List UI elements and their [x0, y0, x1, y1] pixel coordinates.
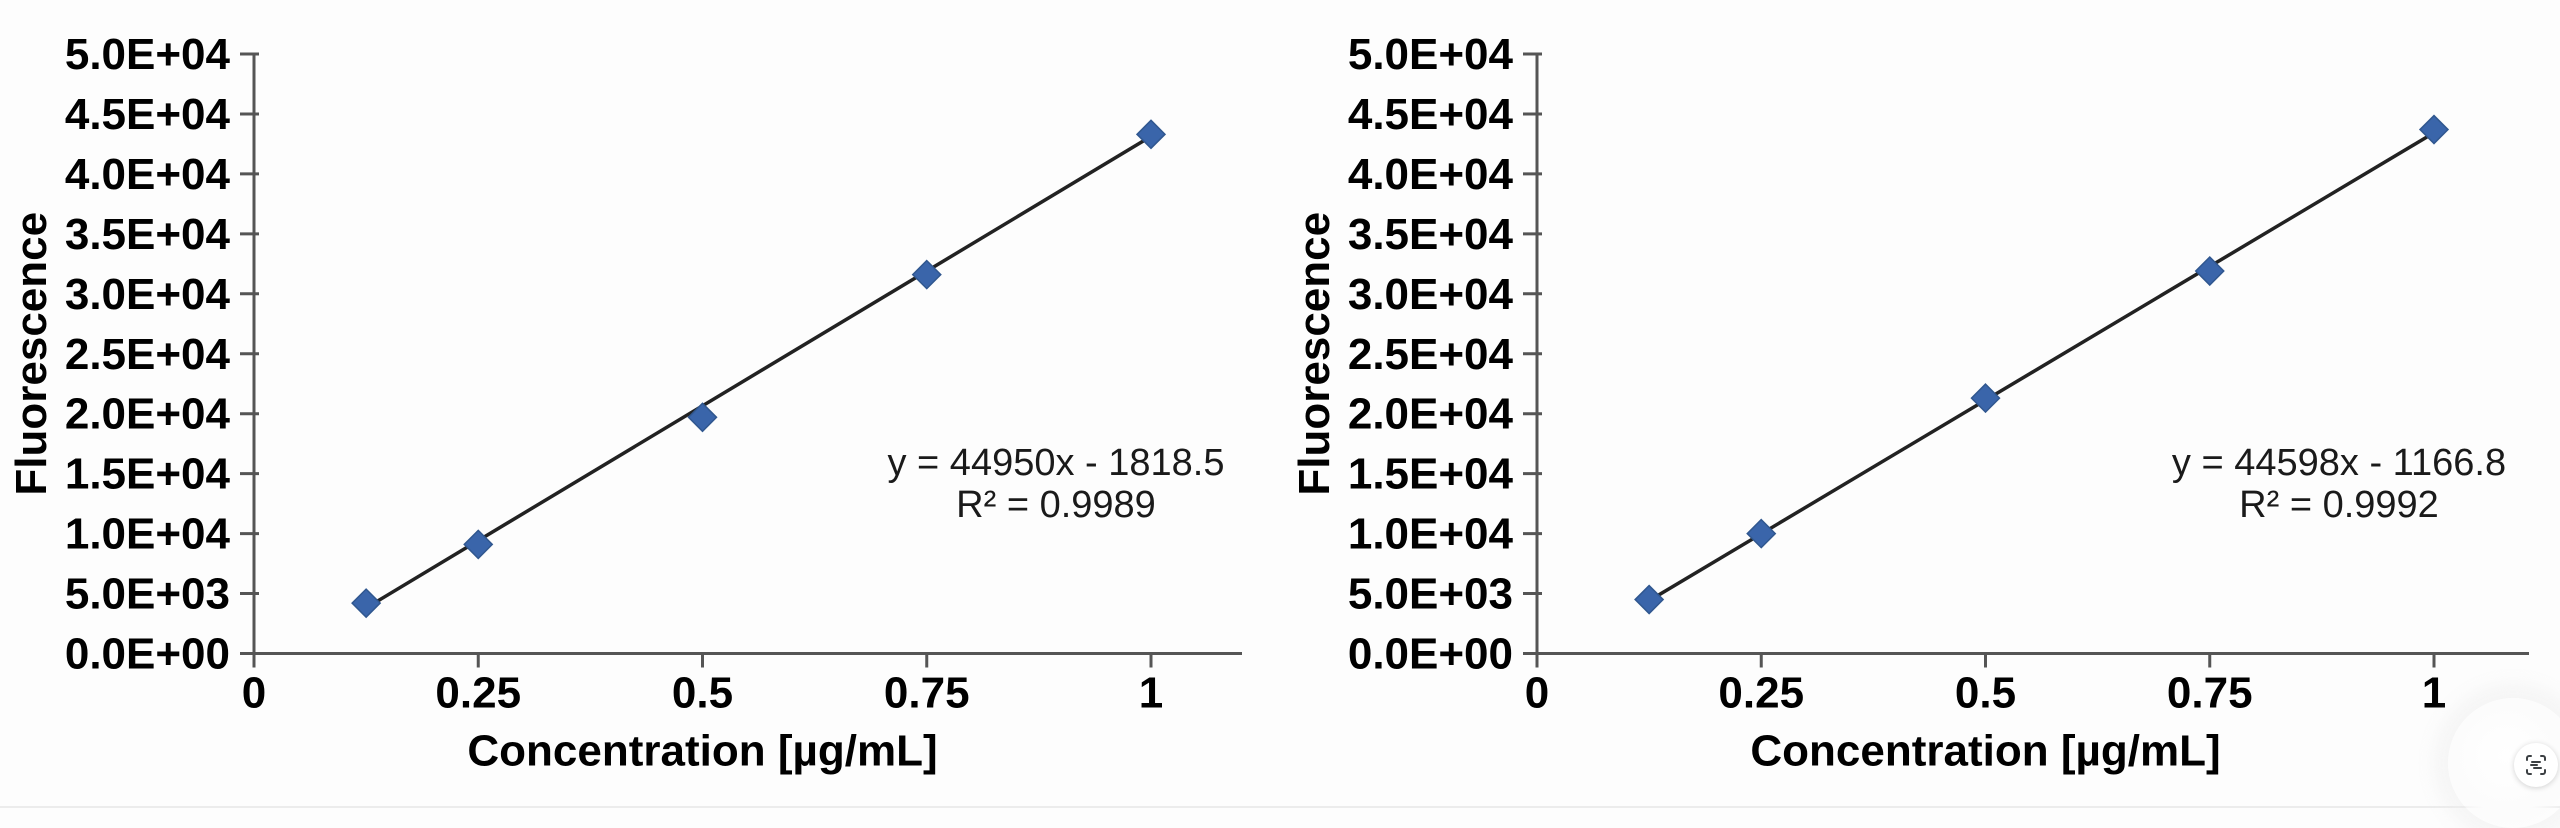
y-tick-label-left: 1.0E+04 [65, 510, 231, 559]
y-tick-label-right: 4.5E+04 [1348, 90, 1514, 139]
y-tick-label-right: 1.5E+04 [1348, 450, 1514, 499]
x-tick-label-left: 0.25 [435, 669, 521, 718]
x-tick-label-left: 1 [1139, 669, 1163, 718]
x-tick-label-right: 0.75 [2167, 669, 2253, 718]
x-tick-label-left: 0 [242, 669, 266, 718]
y-tick-label-left: 5.0E+03 [65, 570, 230, 619]
data-point-left [911, 259, 942, 290]
x-axis-title-left: Concentration [µg/mL] [467, 727, 937, 776]
y-tick-label-right: 2.0E+04 [1348, 390, 1514, 439]
x-tick-label-right: 1 [2422, 669, 2446, 718]
data-point-right [1970, 383, 2001, 414]
y-axis-title-right: Fluorescence [1290, 212, 1339, 496]
y-tick-label-left: 4.5E+04 [65, 90, 231, 139]
y-tick-label-right: 4.0E+04 [1348, 150, 1514, 199]
bottom-edge-divider [0, 806, 2560, 808]
x-tick-label-right: 0.25 [1718, 669, 1804, 718]
calibration-curves-figure: 0.0E+00 5.0E+03 1.0E+04 1.5E+04 2.0E+04 2.5E+… [7, 30, 2529, 776]
trendline-equation-left: y = 44950x - 1818.5 [888, 442, 1225, 484]
x-tick-label-right: 0 [1525, 669, 1549, 718]
data-point-left [1135, 119, 1167, 150]
y-tick-label-right: 0.0E+00 [1348, 630, 1513, 679]
x-tick-label-left: 0.5 [672, 669, 733, 718]
y-tick-label-left: 3.0E+04 [65, 270, 231, 319]
x-axis-title-right: Concentration [µg/mL] [1750, 727, 2220, 776]
text-scan-icon [2526, 755, 2546, 775]
data-point-right [2418, 114, 2450, 145]
x-tick-label-right: 0.5 [1955, 669, 2016, 718]
trendline-right [1648, 131, 2435, 603]
y-tick-label-left: 5.0E+04 [65, 30, 231, 79]
x-tick-label-left: 0.75 [884, 669, 970, 718]
text-scan-button[interactable] [2514, 743, 2558, 787]
data-point-left [463, 529, 494, 560]
y-axis-title-left: Fluorescence [7, 212, 56, 496]
y-tick-label-right: 5.0E+04 [1348, 30, 1514, 79]
trendline-equation-right: y = 44598x - 1166.8 [2172, 442, 2506, 484]
y-tick-label-left: 4.0E+04 [65, 150, 231, 199]
data-point-right [2194, 255, 2225, 287]
y-tick-label-left: 2.0E+04 [65, 390, 231, 439]
y-tick-label-left: 2.5E+04 [65, 330, 231, 379]
y-tick-label-right: 3.0E+04 [1348, 270, 1514, 319]
r-squared-label-right: R² = 0.9992 [2239, 484, 2439, 526]
y-tick-label-left: 0.0E+00 [65, 630, 230, 679]
y-tick-label-right: 3.5E+04 [1348, 210, 1514, 259]
y-tick-label-right: 1.0E+04 [1348, 510, 1514, 559]
data-point-right [1634, 584, 1665, 615]
y-tick-label-left: 3.5E+04 [65, 210, 231, 259]
trendline-left [365, 134, 1152, 610]
y-tick-label-right: 5.0E+03 [1348, 570, 1513, 619]
r-squared-label-left: R² = 0.9989 [956, 484, 1156, 526]
data-point-right [1746, 518, 1777, 549]
data-point-left [351, 588, 382, 619]
y-tick-label-left: 1.5E+04 [65, 450, 231, 499]
y-tick-label-right: 2.5E+04 [1348, 330, 1514, 379]
data-point-left [687, 402, 718, 433]
